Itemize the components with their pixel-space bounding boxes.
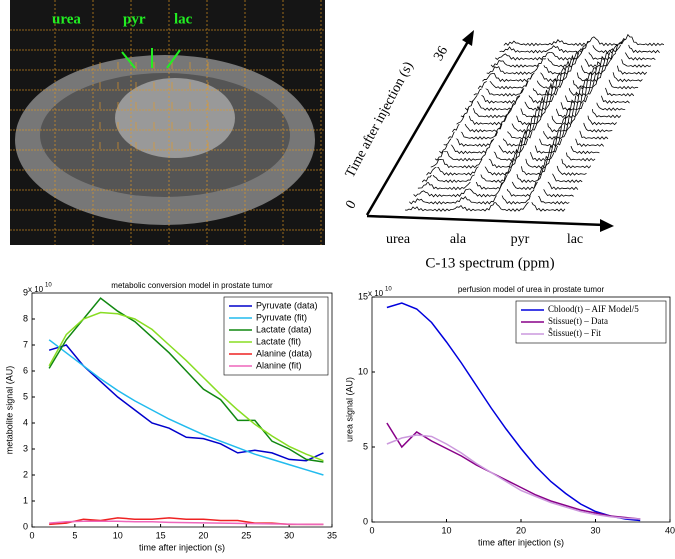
time-axis-label: Time after injection (s) (343, 59, 417, 180)
legend-label: Pyruvate (data) (256, 300, 318, 310)
multiplier: x 10 (368, 289, 384, 298)
time-tick: 36 (431, 44, 451, 64)
spectrum-trace (413, 177, 574, 198)
x-tick-label: 10 (441, 525, 451, 535)
spectrum-trace (490, 43, 652, 68)
arrow-head (600, 219, 614, 232)
chart-title: metabolic conversion model in prostate t… (111, 281, 273, 290)
x-tick-label: 30 (284, 530, 294, 540)
x-tick-label: 30 (590, 525, 600, 535)
legend-box (223, 296, 329, 376)
series-line (386, 434, 641, 520)
x-tick-label: 40 (665, 525, 675, 535)
mri-panel: urea pyr lac (10, 0, 325, 245)
x-tick-label: 25 (241, 530, 251, 540)
arrows (121, 48, 181, 69)
metabolite-label: pyr (123, 11, 146, 27)
y-axis-label: urea signal (AU) (344, 377, 354, 442)
spectrum-trace (503, 33, 665, 47)
multiplier-exponent: 10 (385, 287, 392, 293)
multiplier-exponent: 10 (45, 283, 52, 289)
series-line (48, 344, 324, 462)
x-axis-label: time after injection (s) (478, 537, 564, 547)
y-tick-label: 3 (23, 443, 28, 453)
spectrum-trace (495, 41, 656, 61)
spectrum-trace (460, 77, 622, 119)
series-line (48, 311, 324, 462)
legend-label: Lactate (data) (256, 324, 312, 334)
spectrum-trace (404, 200, 566, 212)
ppm-arrow (366, 214, 606, 227)
y-tick-label: 9 (23, 287, 28, 297)
chart-title: perfusion model of urea in prostate tumo… (458, 285, 605, 294)
y-tick-label: 5 (23, 391, 28, 401)
spectrum-trace (482, 52, 643, 83)
y-tick-label: 6 (23, 365, 28, 375)
arrow-head (462, 30, 474, 46)
x-tick-label: 0 (29, 530, 34, 540)
y-tick-label: 0 (23, 521, 28, 531)
y-tick-label: 4 (23, 417, 28, 427)
multiplier: x 10 (28, 285, 44, 294)
peak-label: lac (567, 232, 583, 247)
y-tick-label: 2 (23, 469, 28, 479)
spectrum-trace (426, 145, 587, 176)
x-tick-label: 10 (113, 530, 123, 540)
metabolite-label: urea (52, 11, 81, 27)
voxel-grid (10, 0, 325, 245)
y-tick-label: 8 (23, 313, 28, 323)
spectrum-trace (486, 48, 648, 76)
spectrum-trace (477, 55, 639, 90)
y-tick-label: 10 (358, 366, 368, 376)
line-chart: metabolic conversion model in prostate t… (4, 281, 337, 552)
legend-label: Alanine (data) (256, 348, 312, 358)
series-line (386, 422, 641, 520)
legend-label: Stissue(t) – Data (548, 316, 608, 326)
time-arrow (365, 37, 472, 216)
spectrum-trace (499, 38, 660, 54)
x-tick-label: 15 (156, 530, 166, 540)
x-axis-label: time after injection (s) (139, 542, 225, 552)
legend-label: Alanine (fit) (256, 360, 302, 370)
y-tick-label: 15 (358, 291, 368, 301)
ppm-axis-label: C-13 spectrum (ppm) (425, 255, 554, 271)
x-tick-label: 35 (327, 530, 337, 540)
spectrum-trace (464, 71, 626, 112)
spectrum-trace (430, 136, 592, 169)
spectrum-trace (421, 155, 583, 184)
waterfall-panel: 0 36 Time after injection (s) urea ala p… (343, 30, 665, 271)
legend-label: Pyruvate (fit) (256, 312, 307, 322)
series-line (48, 339, 324, 476)
y-tick-label: 5 (363, 441, 368, 451)
peak-label: pyr (511, 232, 530, 247)
y-axis-label: metabolite signal (AU) (4, 366, 14, 455)
legend-label: Cblood(t) – AIF Model/5 (548, 304, 639, 314)
series-line (48, 297, 324, 463)
x-tick-label: 0 (369, 525, 374, 535)
time-tick: 0 (343, 198, 359, 212)
legend-label: Ŝtissue(t) – Fit (548, 328, 602, 338)
series-line (386, 302, 641, 522)
series-line (49, 520, 324, 526)
spectrum-trace (409, 188, 570, 205)
y-tick-label: 0 (363, 516, 368, 526)
x-tick-label: 20 (516, 525, 526, 535)
y-tick-label: 7 (23, 339, 28, 349)
y-tick-label: 1 (23, 495, 28, 505)
peak-label: ala (450, 232, 467, 247)
peak-label: urea (386, 232, 411, 247)
mri-tissue (115, 78, 235, 158)
metabolite-label: lac (174, 11, 193, 27)
line-chart: perfusion model of urea in prostate tumo… (344, 285, 675, 547)
legend-label: Lactate (fit) (256, 336, 301, 346)
spectrum-trace (417, 167, 579, 191)
x-tick-label: 5 (72, 530, 77, 540)
x-tick-label: 20 (198, 530, 208, 540)
